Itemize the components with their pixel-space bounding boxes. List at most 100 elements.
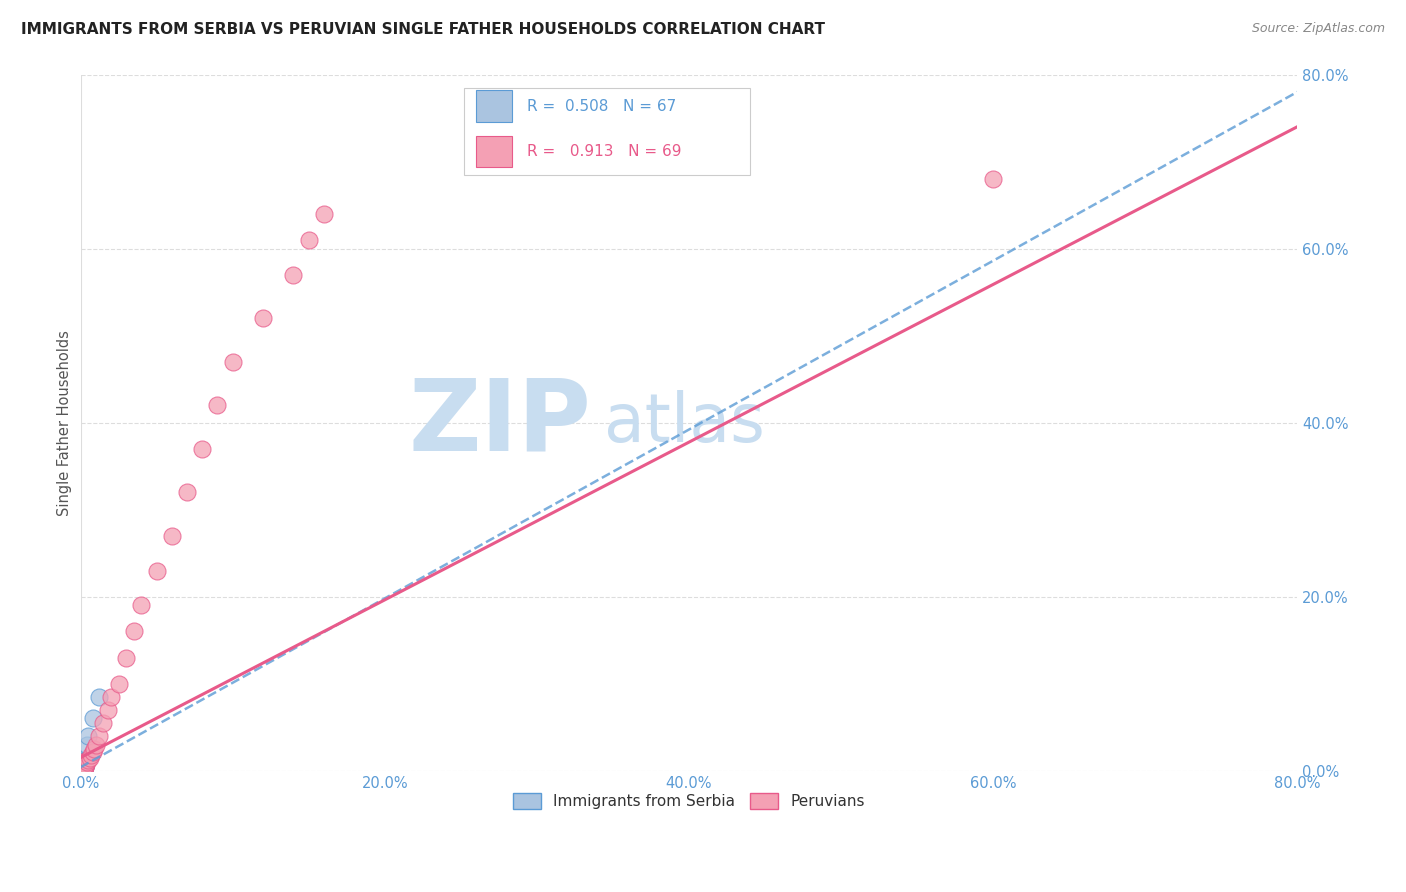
Point xyxy=(72,759,94,773)
Point xyxy=(75,757,97,772)
Point xyxy=(70,761,93,775)
Point xyxy=(72,761,94,775)
Point xyxy=(72,761,94,775)
Point xyxy=(70,757,93,772)
Point xyxy=(72,760,94,774)
Point xyxy=(70,756,93,771)
Text: ZIP: ZIP xyxy=(409,374,592,471)
Point xyxy=(91,715,114,730)
Point xyxy=(70,759,93,773)
Point xyxy=(72,758,94,772)
Point xyxy=(76,755,98,769)
Point xyxy=(70,755,93,769)
Point xyxy=(84,738,107,752)
Point xyxy=(100,690,122,704)
Point xyxy=(131,599,153,613)
Point xyxy=(72,756,94,771)
Point xyxy=(72,762,94,776)
Point xyxy=(75,759,97,773)
Point xyxy=(70,756,93,771)
Point xyxy=(72,757,94,772)
Point xyxy=(75,759,97,773)
Point xyxy=(87,729,110,743)
Point xyxy=(70,756,93,771)
Point xyxy=(70,756,93,771)
Point xyxy=(252,311,274,326)
Point xyxy=(312,207,335,221)
Point xyxy=(122,624,145,639)
Bar xyxy=(464,88,749,176)
Point xyxy=(75,756,97,770)
Point xyxy=(160,529,183,543)
Point xyxy=(72,757,94,772)
Point xyxy=(75,757,97,772)
Point xyxy=(72,760,94,774)
Point xyxy=(75,756,97,770)
Point xyxy=(70,756,93,770)
Point xyxy=(97,703,120,717)
Point xyxy=(70,757,93,772)
Point xyxy=(72,759,94,773)
Bar xyxy=(477,90,512,121)
Point xyxy=(107,676,129,690)
Point xyxy=(72,760,94,774)
Point xyxy=(72,755,94,769)
Point xyxy=(72,759,94,773)
Point xyxy=(72,761,94,775)
Point xyxy=(75,755,97,769)
Point xyxy=(72,758,94,772)
Point xyxy=(77,729,100,743)
Point xyxy=(75,756,97,771)
Point xyxy=(72,758,94,772)
Point xyxy=(72,755,94,769)
Text: atlas: atlas xyxy=(603,390,765,456)
Point xyxy=(70,757,93,772)
Point xyxy=(72,760,94,774)
Point xyxy=(72,758,94,772)
Point xyxy=(72,758,94,772)
Point xyxy=(70,756,93,770)
Point xyxy=(70,759,93,773)
Point xyxy=(72,756,94,771)
Point xyxy=(75,759,97,773)
Point xyxy=(75,756,97,771)
Point xyxy=(72,757,94,772)
Point xyxy=(70,758,93,772)
Point xyxy=(75,757,97,772)
Point xyxy=(75,759,97,773)
Point xyxy=(70,757,93,772)
Point xyxy=(70,758,93,772)
Point xyxy=(221,354,243,368)
Point xyxy=(82,711,104,725)
Point xyxy=(72,758,94,772)
Point xyxy=(70,757,93,772)
Point xyxy=(70,761,93,775)
Point xyxy=(70,758,93,772)
Point xyxy=(70,762,93,776)
Point xyxy=(70,758,93,772)
Point xyxy=(298,233,321,247)
Point xyxy=(72,759,94,773)
Point xyxy=(70,759,93,773)
Point xyxy=(72,760,94,774)
Point xyxy=(70,755,93,769)
Point xyxy=(75,756,97,770)
Point xyxy=(72,759,94,773)
Point xyxy=(72,757,94,772)
Point xyxy=(75,754,97,768)
Point xyxy=(70,759,93,773)
Point xyxy=(70,758,93,772)
Point xyxy=(207,398,229,412)
Point xyxy=(79,750,101,764)
Point xyxy=(75,760,97,774)
Point xyxy=(82,745,104,759)
Point xyxy=(70,761,93,775)
Point xyxy=(75,760,97,774)
Point xyxy=(70,757,93,772)
Point xyxy=(72,760,94,774)
Point xyxy=(70,756,93,770)
Point xyxy=(72,762,94,776)
Point xyxy=(176,485,198,500)
Point xyxy=(72,759,94,773)
Point xyxy=(70,760,93,774)
